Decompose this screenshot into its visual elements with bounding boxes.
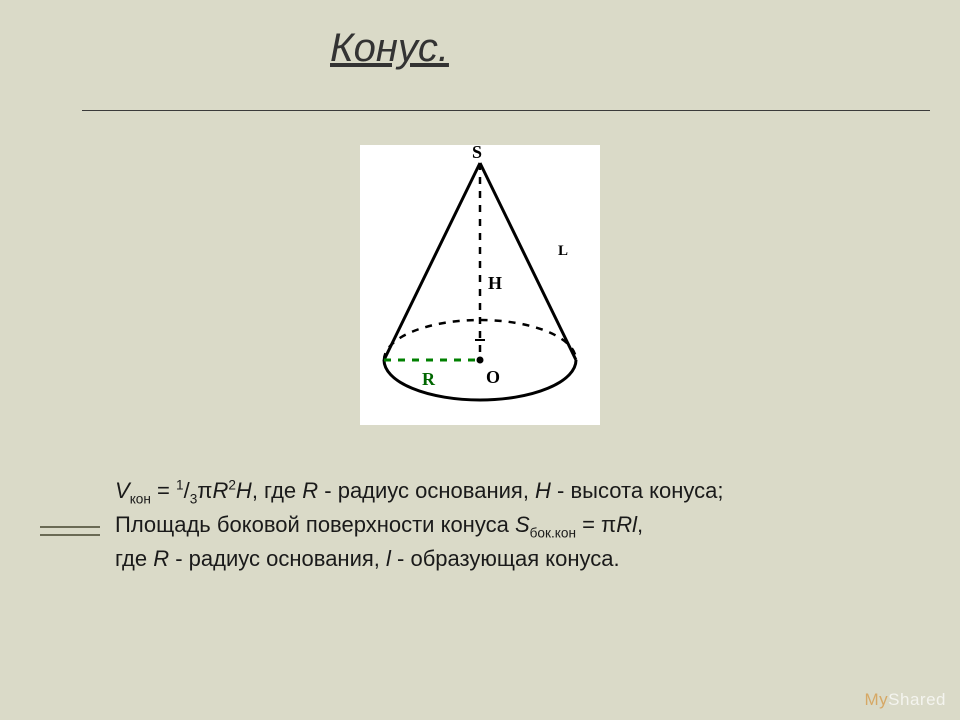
txt: , где: [252, 478, 302, 503]
formula-line-1: Vкон = 1/3πR2H, где R - радиус основания…: [115, 475, 724, 509]
txt: Площадь боковой поверхности конуса: [115, 512, 515, 537]
txt: где: [115, 546, 153, 571]
sym-V: V: [115, 478, 130, 503]
horizontal-rule: [82, 110, 930, 111]
label-O: O: [486, 367, 500, 388]
sym-R: R: [616, 512, 632, 537]
page-title: Конус.: [330, 26, 449, 71]
cone-center-dot: [477, 357, 484, 364]
label-H: H: [488, 273, 502, 294]
formula-line-2: Площадь боковой поверхности конуса Sбок.…: [115, 509, 724, 543]
watermark-prefix: My: [865, 690, 889, 709]
label-R: R: [422, 369, 435, 390]
frac-num: 1: [176, 478, 184, 493]
watermark-rest: Shared: [888, 690, 946, 709]
txt: - радиус основания,: [318, 478, 535, 503]
sym-H: H: [236, 478, 252, 503]
cone-svg: [360, 145, 600, 425]
sym-H2: H: [535, 478, 551, 503]
cone-side-right: [480, 163, 576, 360]
accent-rule-bottom: [40, 534, 100, 536]
sym-S: S: [515, 512, 530, 537]
label-L: L: [558, 243, 568, 260]
sym-R: R: [212, 478, 228, 503]
cone-side-left: [384, 163, 480, 360]
sym-pi: π: [197, 478, 212, 503]
txt: =: [151, 478, 176, 503]
cone-diagram: S H L R O: [360, 145, 600, 425]
txt: - высота конуса;: [551, 478, 724, 503]
txt: ,: [637, 512, 643, 537]
accent-rule-top: [40, 526, 100, 528]
watermark: MyShared: [865, 690, 947, 710]
txt: - радиус основания,: [169, 546, 386, 571]
txt: = π: [576, 512, 616, 537]
formulas-block: Vкон = 1/3πR2H, где R - радиус основания…: [115, 475, 724, 575]
sub-bokkon: бок.кон: [530, 526, 576, 541]
sup-2: 2: [228, 478, 236, 493]
formula-line-3: где R - радиус основания, l - образующая…: [115, 543, 724, 575]
sym-R: R: [153, 546, 169, 571]
sym-R2: R: [302, 478, 318, 503]
sub-kon: кон: [130, 491, 151, 506]
label-S: S: [472, 142, 482, 163]
txt: - образующая конуса.: [391, 546, 620, 571]
cone-base-front: [384, 360, 576, 400]
